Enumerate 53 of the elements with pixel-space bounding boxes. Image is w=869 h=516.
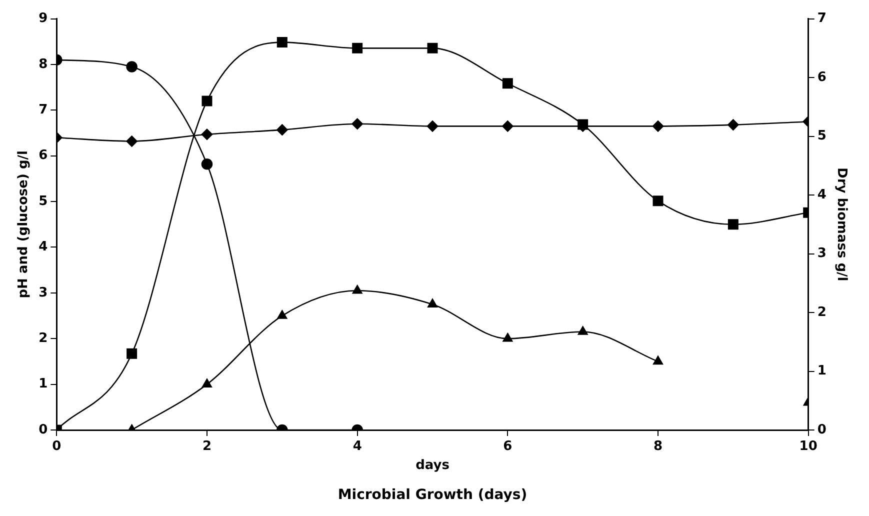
- point: [126, 136, 138, 147]
- x-tick-label: 2: [202, 439, 212, 454]
- point: [352, 42, 363, 54]
- point: [126, 348, 138, 359]
- y-tick-label: 7: [38, 102, 48, 118]
- point: [728, 219, 738, 230]
- y-tick-label: 6: [38, 148, 48, 164]
- point: [276, 124, 288, 136]
- y-tick-label: 8: [38, 56, 48, 72]
- x-tick-label: 0: [52, 439, 62, 454]
- point: [352, 285, 362, 294]
- x-tick-label: 8: [653, 439, 663, 454]
- point: [428, 298, 438, 308]
- y2-tick-label: 6: [817, 70, 826, 85]
- y-tick-label: 4: [38, 240, 48, 255]
- point: [202, 96, 212, 106]
- point: [728, 119, 739, 130]
- y-tick-label: 3: [38, 285, 48, 300]
- point: [427, 42, 438, 54]
- y2-tick-label: 3: [817, 246, 826, 262]
- point: [202, 378, 212, 388]
- y-tick-label: 2: [38, 330, 48, 346]
- point: [653, 356, 663, 365]
- y2-tick-label: 4: [817, 187, 826, 202]
- point: [277, 310, 288, 319]
- y2-tick-label: 5: [817, 128, 826, 144]
- point: [201, 128, 213, 140]
- point: [502, 120, 514, 132]
- y2-axis-title: Dry biomass g/l: [834, 168, 849, 282]
- point: [652, 196, 664, 206]
- point: [276, 37, 288, 48]
- y-tick-label: 5: [38, 194, 48, 209]
- x-axis-title: days: [416, 458, 450, 473]
- point: [201, 158, 213, 170]
- point: [126, 61, 138, 72]
- point: [352, 118, 363, 130]
- text: Microbial Growth (days): [338, 487, 528, 504]
- y-tick-label: 1: [38, 376, 48, 392]
- point: [502, 332, 513, 342]
- point: [578, 326, 588, 335]
- point: [502, 78, 513, 89]
- y2-tick-label: 2: [817, 304, 826, 320]
- point: [652, 120, 664, 132]
- y-tick-label: 0: [38, 422, 48, 438]
- point: [426, 120, 438, 132]
- y-axis-title: pH and (glucose) g/l: [16, 150, 32, 298]
- y-tick-label: 9: [38, 11, 48, 26]
- y2-tick-label: 1: [817, 364, 826, 379]
- x-tick-label: 4: [352, 439, 362, 454]
- x-tick-label: 6: [503, 439, 512, 454]
- x-tick-label: 10: [799, 439, 818, 454]
- y2-tick-label: 7: [817, 11, 826, 26]
- y2-tick-label: 0: [817, 422, 826, 438]
